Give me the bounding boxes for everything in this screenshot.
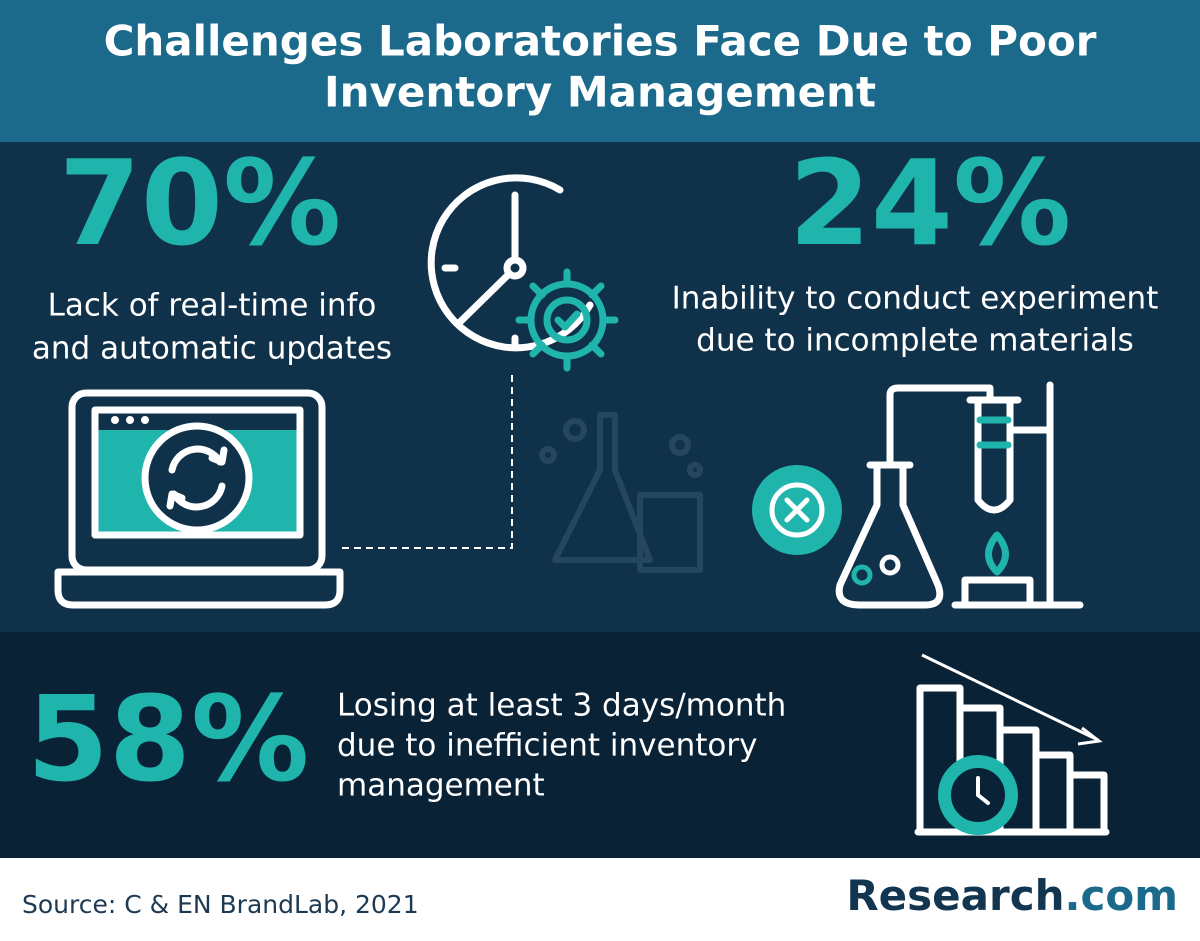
title-line: Inventory Management [324, 68, 876, 117]
stat-label: due to inefficient inventory [337, 728, 757, 764]
stat-value: 70% [59, 134, 341, 272]
cancel-icon [752, 465, 842, 555]
decline-chart-icon [914, 653, 1110, 836]
title-line: Challenges Laboratories Face Due to Poor [104, 17, 1097, 66]
gear-icon [515, 268, 619, 372]
stat-value: 24% [789, 134, 1071, 272]
stat-label: Losing at least 3 days/month [337, 688, 786, 724]
laptop-icon [54, 389, 344, 609]
lab-equipment-icon [835, 381, 1084, 609]
middle-band [0, 142, 1200, 632]
stat-label: and automatic updates [32, 331, 392, 367]
connector-line [340, 375, 513, 549]
stat-label: management [337, 768, 545, 804]
source-note: Source: C & EN BrandLab, 2021 [22, 890, 419, 919]
header-band [0, 0, 1200, 142]
brand-suffix: .com [1065, 871, 1178, 920]
brand-name: Research [846, 871, 1064, 920]
stat-value: 58% [27, 670, 309, 808]
stat-label: Inability to conduct experiment [672, 281, 1159, 317]
flask-icon-faint [539, 412, 703, 573]
stat-label: Lack of real-time info [48, 288, 377, 324]
brand-logo: Research.com [846, 871, 1178, 920]
stat-label: due to incomplete materials [696, 323, 1134, 359]
